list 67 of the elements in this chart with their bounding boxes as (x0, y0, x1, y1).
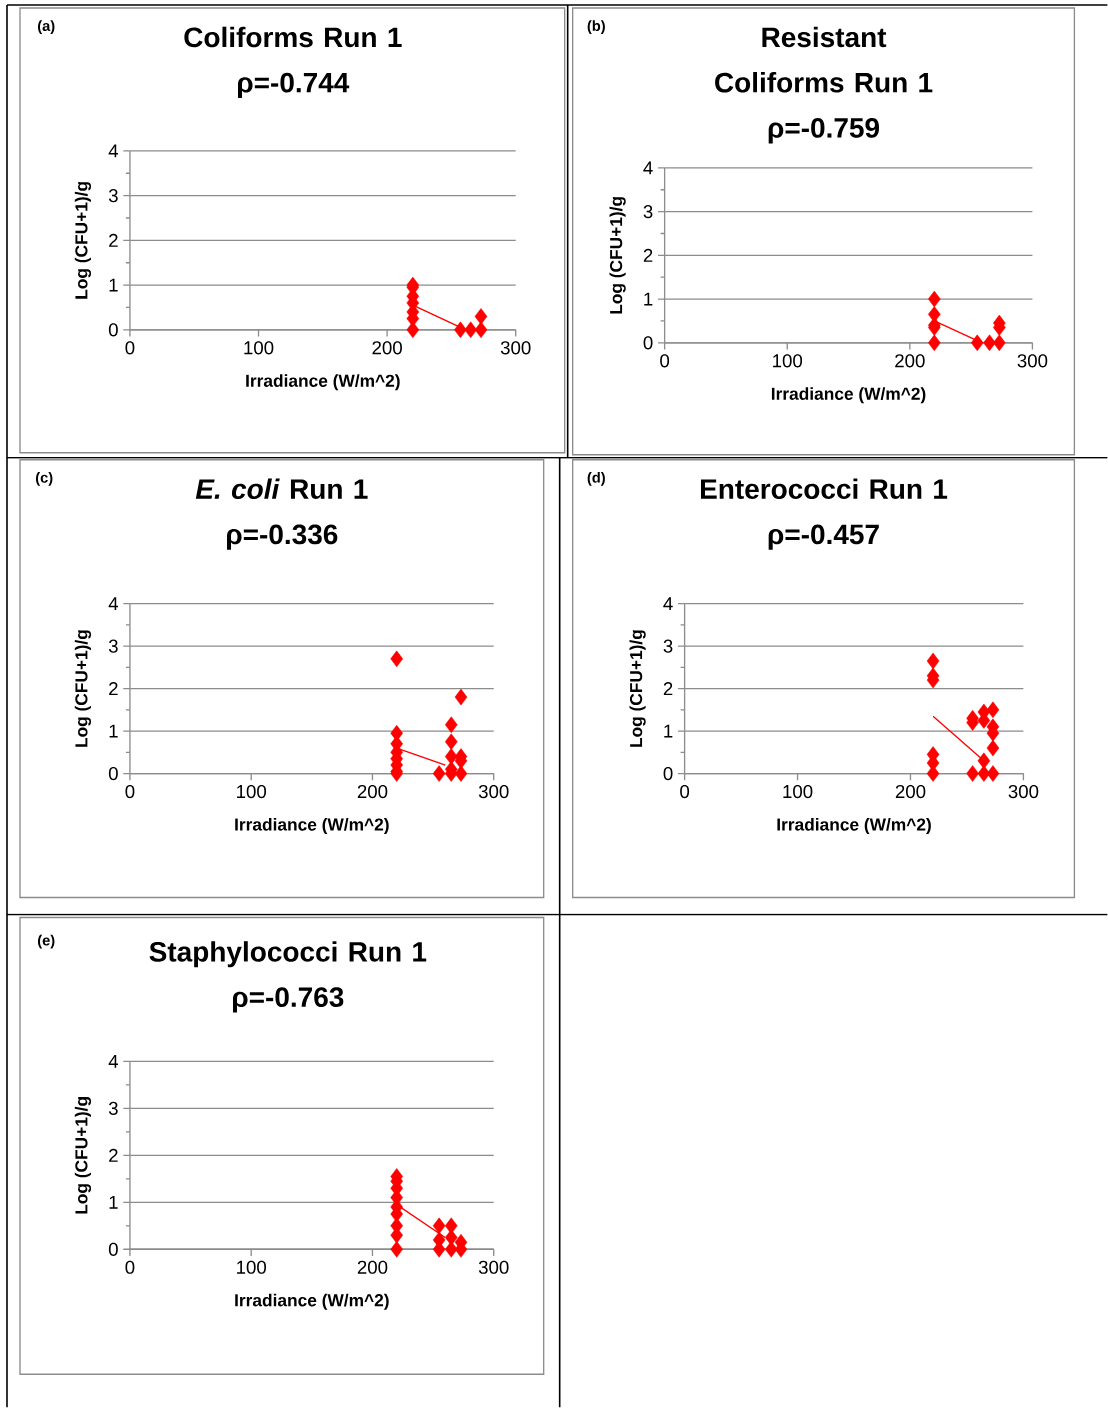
x-tick-label: 0 (125, 1260, 135, 1274)
x-tick-label: 100 (236, 1260, 266, 1274)
text: (c) (35, 471, 53, 486)
x-tick-label: 100 (236, 784, 266, 799)
x-tick-label: 300 (478, 784, 509, 799)
text: (e) (37, 934, 55, 949)
chart-title: Enterococci Run 1 (700, 478, 948, 499)
x-tick-label: 100 (773, 354, 802, 368)
x-axis-title: Irradiance (W/m^2) (771, 387, 926, 404)
x-tick-label: 0 (125, 784, 135, 799)
y-axis-title: Log (CFU+1)/g (629, 630, 646, 747)
x-tick-label: 200 (357, 784, 388, 799)
chart-subtitle: ρ=-0.759 (768, 118, 879, 144)
x-tick-label: 300 (1008, 784, 1039, 799)
chart-title: Coliforms Run 1 (184, 26, 402, 48)
x-axis-title: Irradiance (W/m^2) (246, 374, 400, 391)
y-axis-title: Log (CFU+1)/g (609, 197, 626, 314)
y-tick-label: 3 (108, 1101, 118, 1115)
x-tick-label: 300 (500, 341, 531, 355)
chart-title: Staphylococci Run 1 (149, 941, 427, 968)
y-tick-label: 4 (108, 144, 118, 158)
y-tick-label: 2 (109, 1148, 118, 1162)
y-tick-label: 3 (108, 639, 118, 653)
x-tick-label: 300 (478, 1260, 509, 1274)
y-axis-title: Log (CFU+1)/g (74, 182, 91, 299)
chart-subtitle: ρ=-0.763 (232, 987, 344, 1013)
x-axis-title: Irradiance (W/m^2) (235, 1293, 389, 1310)
chart-subtitle: ρ=-0.336 (226, 524, 338, 550)
y-tick-label: 2 (663, 682, 673, 696)
y-tick-label: 4 (643, 161, 653, 175)
x-tick-label: 0 (125, 341, 135, 355)
y-tick-label: 0 (108, 323, 118, 337)
x-tick-label: 200 (895, 354, 925, 368)
y-axis-title: Log (CFU+1)/g (74, 630, 91, 747)
x-tick-label: 200 (357, 1260, 388, 1274)
y-tick-label: 1 (109, 724, 118, 738)
y-tick-label: 2 (109, 233, 118, 247)
chart-subtitle: ρ=-0.744 (237, 72, 350, 99)
y-tick-label: 1 (664, 724, 673, 738)
y-tick-label: 3 (108, 189, 118, 203)
x-tick-label: 100 (244, 341, 274, 355)
y-tick-label: 1 (644, 292, 653, 306)
text: (d) (587, 471, 605, 486)
x-tick-label: 100 (783, 784, 813, 799)
y-tick-label: 2 (643, 248, 653, 262)
y-tick-label: 2 (109, 682, 118, 696)
x-axis-title: Irradiance (W/m^2) (235, 817, 389, 835)
y-tick-label: 0 (108, 1242, 118, 1256)
x-tick-label: 200 (895, 784, 926, 799)
y-tick-label: 1 (109, 278, 118, 292)
y-tick-label: 4 (663, 597, 673, 611)
text: (b) (587, 20, 605, 34)
x-axis-title: Irradiance (W/m^2) (777, 817, 931, 835)
y-axis-title: Log (CFU+1)/g (74, 1097, 91, 1214)
y-tick-label: 4 (108, 1054, 118, 1068)
x-tick-label: 300 (1017, 354, 1048, 368)
y-tick-label: 3 (663, 639, 673, 653)
y-tick-label: 3 (643, 205, 653, 219)
y-tick-label: 1 (109, 1195, 118, 1209)
x-tick-label: 0 (680, 784, 689, 799)
chart-subtitle: ρ=-0.457 (768, 524, 879, 550)
x-tick-label: 200 (372, 341, 402, 355)
y-tick-label: 0 (663, 766, 673, 781)
y-tick-label: 4 (108, 597, 118, 611)
text: (a) (37, 20, 55, 34)
chart-title: E. coli Run 1 (195, 478, 368, 499)
y-tick-label: 0 (108, 766, 118, 781)
